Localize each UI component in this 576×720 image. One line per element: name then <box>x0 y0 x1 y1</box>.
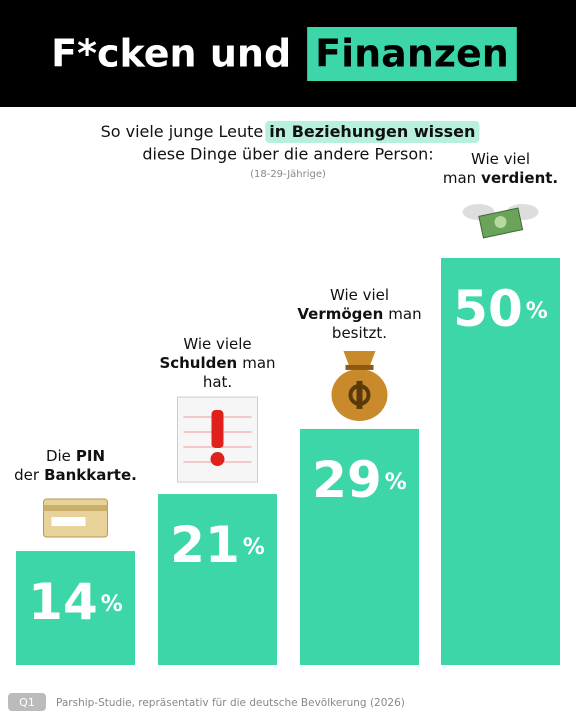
category-label-part: man <box>242 354 275 372</box>
value-number: 14 <box>28 573 98 631</box>
icons <box>43 204 539 538</box>
category-label-part: Die <box>46 447 71 465</box>
bar <box>158 494 277 665</box>
category-label-part: Wie viele <box>183 335 251 353</box>
bar <box>441 258 560 665</box>
value-label: 29% <box>312 450 407 508</box>
chart-title: F*cken und <box>51 32 291 76</box>
note-icon <box>177 396 258 483</box>
category-label: Die PIN <box>46 447 105 465</box>
value-label: 50% <box>453 280 548 338</box>
title-highlight-box <box>307 27 517 81</box>
category-label-part: hat. <box>203 373 232 391</box>
category-label: hat. <box>203 373 232 391</box>
category-label-part: man <box>443 169 476 187</box>
category-label-part: Schulden <box>159 354 237 372</box>
category-label-part: der <box>14 466 40 484</box>
chart-title-highlight: Finanzen <box>315 32 509 76</box>
value-unit: % <box>385 470 407 495</box>
card-icon <box>43 498 108 538</box>
value-label: 14% <box>28 573 123 631</box>
category-label: der Bankkarte. <box>14 466 137 484</box>
category-label: man verdient. <box>443 169 558 187</box>
flying-money-icon <box>462 204 539 239</box>
bar <box>300 428 419 665</box>
category-label: besitzt. <box>332 323 387 341</box>
value-unit: % <box>101 592 123 617</box>
category-label: Schulden man <box>159 354 275 372</box>
source-badge-box <box>8 693 46 711</box>
value-label: 21% <box>170 516 265 574</box>
category-label-part: besitzt. <box>332 323 387 341</box>
category-label-part: Wie viel <box>330 285 389 303</box>
note: (18-29-Jährige) <box>250 169 326 180</box>
subtitle: diese Dinge über die andere Person: <box>142 145 433 164</box>
value-number: 21 <box>170 516 240 574</box>
category-label: Wie viele <box>183 335 251 353</box>
category-label-part: Wie viel <box>471 150 530 168</box>
value-unit: % <box>526 299 548 324</box>
money-bag-icon <box>331 350 388 421</box>
source: Parship-Studie, repräsentativ für die de… <box>56 697 405 709</box>
category-label-part: Vermögen <box>297 304 383 322</box>
bar <box>16 551 135 665</box>
subtitle: So viele junge Leute in Beziehungen wisse… <box>101 122 476 141</box>
category-label-part: man <box>388 304 421 322</box>
category-label: Wie viel <box>330 285 389 303</box>
subtitle-lead: So viele junge Leute <box>101 122 264 141</box>
value-number: 29 <box>312 450 382 508</box>
category-label-part: Bankkarte. <box>44 466 137 484</box>
subtitle-highlight-box <box>265 121 480 143</box>
source-badge: Q1 <box>19 696 35 709</box>
value-unit: % <box>243 535 265 560</box>
category-label: Vermögen man <box>297 304 421 322</box>
category-label-part: PIN <box>76 447 105 465</box>
subtitle-highlight: in Beziehungen wissen <box>269 122 475 141</box>
value-number: 50 <box>453 280 523 338</box>
category-label: Wie viel <box>471 150 530 168</box>
category-label-part: verdient. <box>481 169 558 187</box>
